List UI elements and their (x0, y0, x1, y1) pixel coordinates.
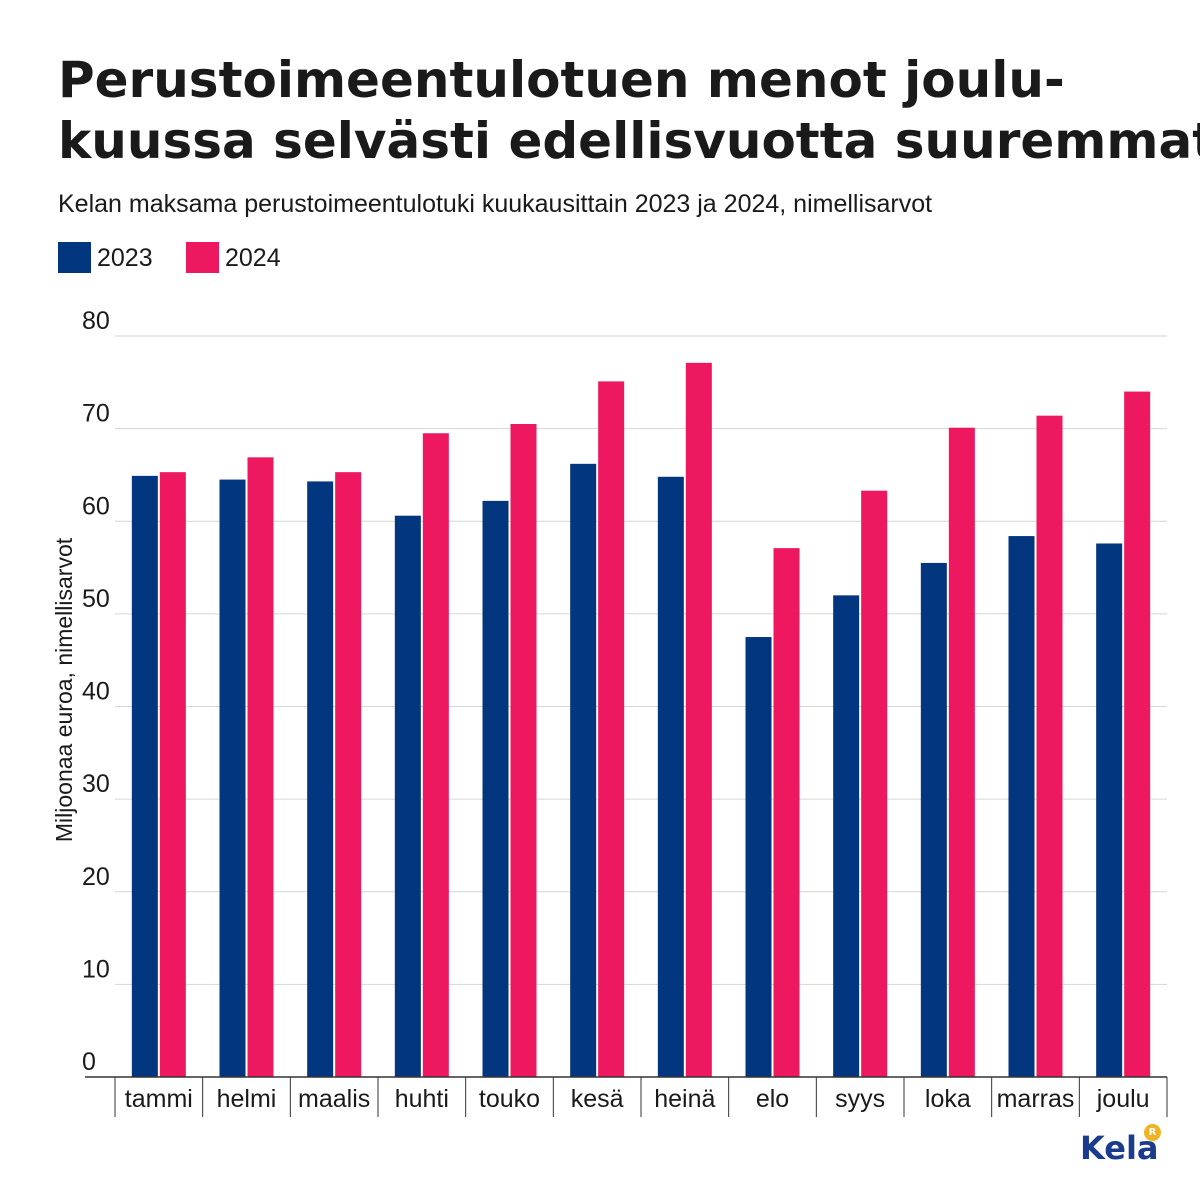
bar-2024-marras (1036, 415, 1063, 1078)
y-tick-label: 80 (82, 307, 110, 335)
y-tick-labels: 0 10 20 30 40 50 60 70 80 (82, 307, 110, 1076)
chart-title-line: kuussa selvästi edellisvuotta suuremmat (58, 112, 1200, 170)
chart-subtitle: Kelan maksama perustoimeentulotuki kuuka… (58, 190, 933, 218)
bar-2023-tammi (131, 475, 158, 1077)
bar-2024-loka (948, 427, 975, 1078)
x-tick-label: syys (835, 1085, 885, 1113)
bar-2024-huhti (422, 433, 449, 1078)
x-tick-label: kesä (571, 1085, 624, 1113)
bar-2024-joulu (1124, 391, 1151, 1077)
x-tick-label: elo (756, 1085, 789, 1113)
bar-2024-elo (773, 548, 800, 1077)
bar-2023-helmi (219, 479, 246, 1078)
gridlines (115, 335, 1167, 985)
bar-2024-maalis (335, 472, 362, 1077)
bar-2023-loka (920, 562, 947, 1077)
bar-2023-joulu (1096, 543, 1123, 1077)
bar-2023-heinä (657, 476, 684, 1077)
bar-2024-kesä (598, 381, 625, 1078)
x-tick-label: heinä (654, 1085, 715, 1113)
bar-2024-helmi (247, 457, 274, 1077)
y-tick-label: 0 (82, 1048, 96, 1076)
x-tick-label: tammi (125, 1085, 193, 1113)
bar-2023-maalis (307, 481, 334, 1077)
chart-title: Perustoimeentulotuen menot joulu- kuussa… (58, 50, 1200, 172)
x-tick-label: loka (925, 1085, 971, 1113)
y-tick-label: 40 (82, 678, 110, 706)
bar-2023-syys (833, 595, 860, 1077)
y-tick-label: 70 (82, 400, 110, 428)
y-tick-label: 30 (82, 770, 110, 798)
x-tick-label: maalis (298, 1085, 370, 1113)
chart-title-line: Perustoimeentulotuen menot joulu- (58, 51, 1065, 109)
bar-2024-syys (861, 490, 888, 1078)
bar-2024-touko (510, 423, 537, 1077)
y-tick-label: 60 (82, 492, 110, 520)
y-tick-label: 10 (82, 955, 110, 983)
legend-label-2023: 2023 (97, 244, 153, 272)
bar-2023-touko (482, 500, 509, 1077)
bar-2024-tammi (159, 472, 186, 1077)
x-tick-label: touko (479, 1085, 540, 1113)
bar-2023-huhti (394, 515, 421, 1077)
kela-logo: Kela R (1080, 1124, 1161, 1168)
x-tick-label: marras (997, 1085, 1075, 1113)
x-tick-label: huhti (395, 1085, 449, 1113)
y-tick-label: 50 (82, 585, 110, 613)
bar-2024-heinä (685, 362, 712, 1078)
legend-swatch-2024 (186, 242, 219, 273)
bar-2023-marras (1008, 536, 1035, 1077)
legend-label-2024: 2024 (225, 244, 281, 272)
x-tick-label: joulu (1096, 1085, 1150, 1113)
legend-swatch-2023 (58, 242, 91, 273)
y-tick-label: 20 (82, 863, 110, 891)
y-axis-label: Miljoonaa euroa, nimellisarvot (51, 537, 77, 842)
registered-badge-icon: R (1144, 1124, 1161, 1141)
bar-2023-kesä (570, 463, 597, 1077)
x-tick-label: helmi (217, 1085, 277, 1113)
bars (131, 362, 1151, 1078)
bar-2023-elo (745, 637, 772, 1077)
x-axis: tammi helmi maalis huhti touko kesä heinä elo sy… (85, 1076, 1168, 1117)
